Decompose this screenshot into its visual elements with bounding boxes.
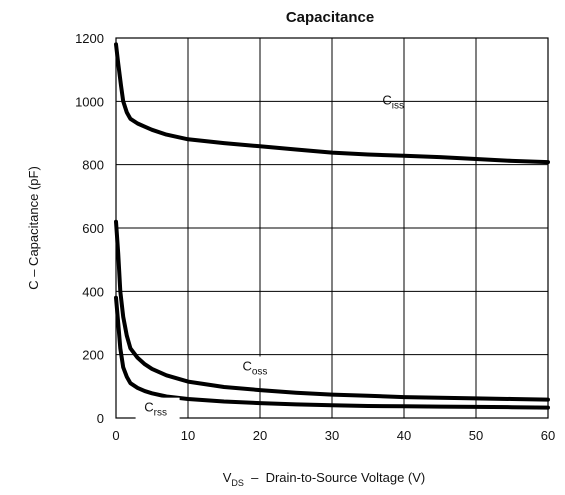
x-tick-label: 20 — [253, 428, 267, 443]
x-axis-label: VDS – Drain-to-Source Voltage (V) — [223, 470, 426, 488]
series-curves — [114, 42, 550, 410]
x-tick-label: 30 — [325, 428, 339, 443]
series-line-crss — [114, 295, 550, 410]
x-tick-label: 0 — [112, 428, 119, 443]
series-label-crss: Crss — [144, 400, 167, 419]
x-tick-label: 10 — [181, 428, 195, 443]
y-axis-label: C – Capacitance (pF) — [26, 166, 41, 290]
series-label-main: C — [382, 93, 391, 108]
y-tick-label: 1000 — [75, 94, 104, 109]
x-tick-label: 50 — [469, 428, 483, 443]
x-tick-label: 40 — [397, 428, 411, 443]
series-label-coss: Coss — [242, 359, 267, 378]
x-tick-label: 60 — [541, 428, 555, 443]
series-line-coss — [114, 219, 550, 402]
series-label-sub: rss — [154, 408, 167, 419]
series-label-main: C — [242, 359, 251, 374]
y-tick-label: 400 — [82, 284, 104, 299]
y-tick-label: 0 — [97, 411, 104, 426]
series-line-ciss — [114, 42, 550, 165]
x-axis-label-sub: DS — [231, 478, 244, 488]
y-tick-label: 200 — [82, 348, 104, 363]
series-label-bg-coss — [234, 356, 279, 379]
series-label-sub: oss — [252, 367, 268, 378]
chart-title: Capacitance — [286, 9, 374, 26]
series-label-ciss: Ciss — [382, 93, 404, 112]
series-label-bg-crss — [135, 397, 180, 420]
x-axis-label-rest: – Drain-to-Source Voltage (V) — [244, 470, 425, 485]
grid — [116, 38, 548, 418]
series-label-sub: iss — [392, 101, 404, 112]
x-axis-label-main: V — [223, 470, 232, 485]
y-tick-label: 600 — [82, 221, 104, 236]
y-tick-label: 1200 — [75, 31, 104, 46]
series-label-main: C — [144, 400, 153, 415]
y-tick-label: 800 — [82, 158, 104, 173]
